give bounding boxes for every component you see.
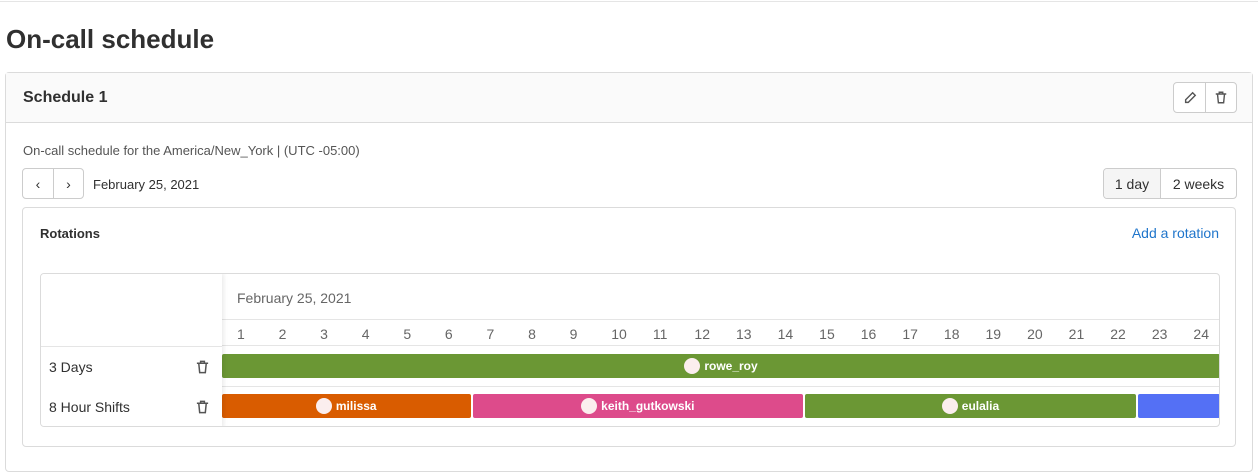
delete-schedule-button[interactable]: [1205, 83, 1236, 112]
next-button[interactable]: ›: [53, 169, 83, 198]
avatar: [315, 398, 332, 414]
hour-label: 5: [403, 326, 412, 342]
schedule-description: On-call schedule for the America/New_Yor…: [23, 143, 360, 158]
avatar: [581, 398, 598, 414]
hour-label: 11: [652, 326, 668, 342]
rotations-title: Rotations: [40, 226, 100, 241]
hour-label: 19: [985, 326, 1002, 342]
shift-user: keith_gutkowski: [601, 399, 695, 413]
add-rotation-link[interactable]: Add a rotation: [1131, 225, 1219, 241]
rotation-row-label: 3 Days: [41, 347, 222, 387]
hour-label: 6: [444, 326, 453, 342]
hour-label: 4: [361, 326, 370, 342]
rotations-timeline: 3 Days 8 Hour Shifts February 25, 2021 1…: [40, 273, 1220, 427]
shift-user: eulalia: [961, 399, 1000, 413]
hour-label: 16: [860, 326, 877, 342]
hour-label: 17: [902, 326, 918, 342]
chevron-left-icon: ‹: [35, 175, 41, 192]
schedule-card: Schedule 1 On-call schedule for the Amer…: [5, 72, 1253, 472]
hour-label: 23: [1151, 326, 1168, 342]
date-navigation: ‹ ›: [22, 168, 84, 199]
hour-label: 7: [486, 326, 495, 342]
timeline-date: February 25, 2021: [237, 290, 352, 306]
schedule-actions: [1173, 82, 1237, 113]
shift-block[interactable]: rowe_roy: [222, 354, 1219, 378]
hour-label: 20: [1027, 326, 1043, 342]
hour-label: 13: [736, 326, 752, 342]
delete-rotation-icon[interactable]: [195, 359, 210, 375]
hour-label: 18: [943, 326, 960, 342]
hour-label: 15: [819, 326, 835, 342]
view-2-weeks-button[interactable]: 2 weeks: [1160, 169, 1236, 198]
shift-block[interactable]: milissa: [222, 394, 471, 418]
shift-block[interactable]: keith_gutkowski: [472, 394, 804, 418]
schedule-title: Schedule 1: [23, 89, 108, 106]
rotation-name: 3 Days: [49, 359, 93, 375]
rotations-panel: Rotations Add a rotation 3 Days 8 Hour S…: [22, 207, 1236, 447]
pencil-icon: [1184, 91, 1196, 103]
hour-header: 1 2 3 4 5 6 7 8 9 10 11 12 13 14 15 16 17 18 19 20 21 22 23 24: [222, 319, 1219, 346]
shift-user: milissa: [335, 399, 377, 413]
schedule-header: Schedule 1: [6, 73, 1252, 123]
shift-block[interactable]: [1137, 394, 1219, 418]
view-1-day-button[interactable]: 1 day: [1104, 169, 1160, 198]
rotation-row-label: 8 Hour Shifts: [41, 387, 222, 426]
hour-label: 22: [1110, 326, 1126, 342]
top-divider: [0, 1, 1258, 2]
edit-schedule-button[interactable]: [1174, 83, 1205, 112]
rotation-names: 3 Days 8 Hour Shifts: [41, 274, 222, 426]
trash-icon: [1215, 91, 1227, 104]
hour-label: 1: [237, 326, 245, 342]
hour-label: 3: [320, 326, 328, 342]
view-toggle: 1 day 2 weeks: [1103, 168, 1237, 199]
rotation-name: 8 Hour Shifts: [49, 399, 130, 415]
hour-label: 21: [1068, 326, 1085, 342]
hour-label: 9: [569, 326, 578, 342]
hour-label: 14: [777, 326, 794, 342]
previous-button[interactable]: ‹: [23, 169, 53, 198]
hour-label: 2: [278, 326, 287, 342]
hour-label: 8: [528, 326, 536, 342]
avatar: [941, 398, 958, 414]
hour-label: 10: [611, 326, 627, 342]
shift-block[interactable]: eulalia: [805, 394, 1136, 418]
hour-label: 12: [694, 326, 710, 342]
delete-rotation-icon[interactable]: [195, 399, 210, 415]
hour-label: 24: [1193, 326, 1209, 342]
chevron-right-icon: ›: [66, 175, 71, 192]
current-date: February 25, 2021: [93, 177, 200, 192]
shift-user: rowe_roy: [704, 359, 758, 373]
avatar: [684, 358, 701, 374]
page-title: On-call schedule: [6, 24, 215, 54]
